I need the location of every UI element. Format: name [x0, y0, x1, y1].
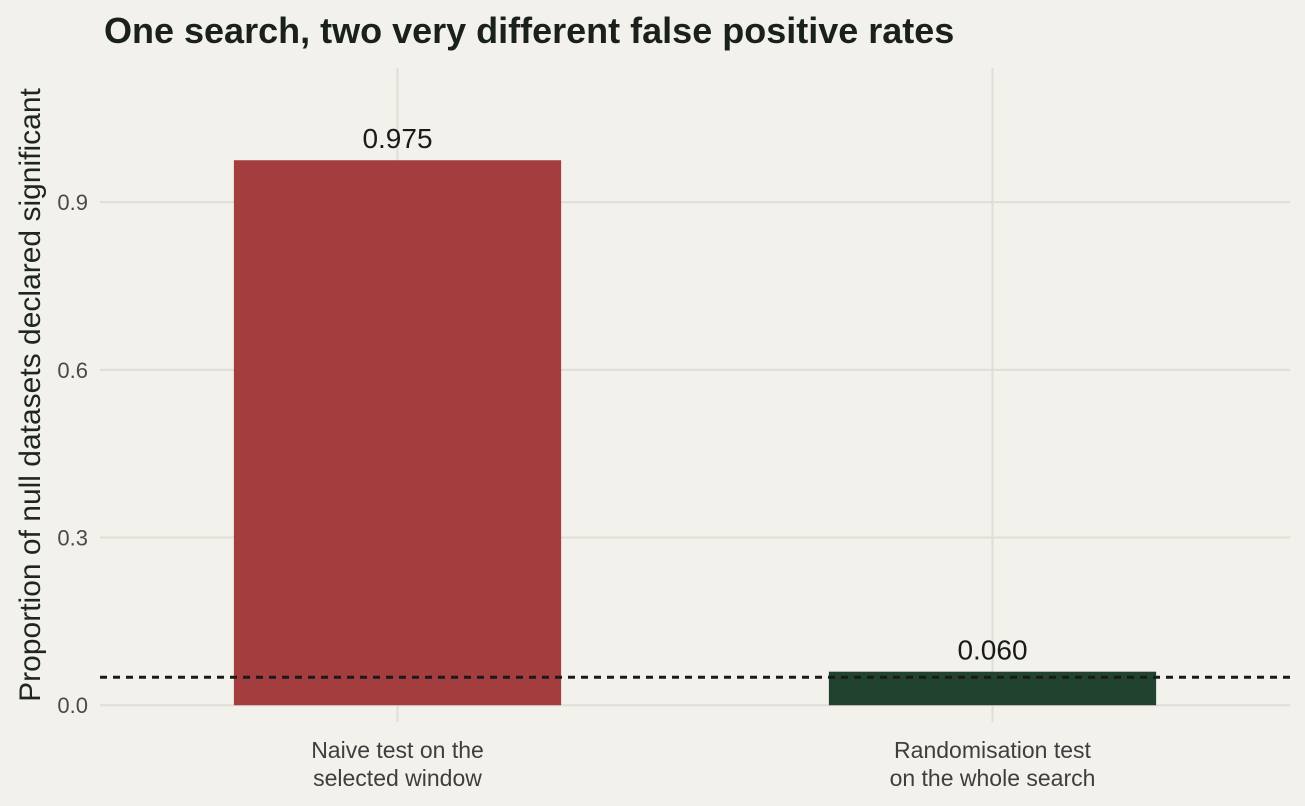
- bar: [233, 160, 562, 706]
- y-tick-label: 0.3: [57, 526, 88, 551]
- data-labels: 0.975 0.060: [362, 123, 1027, 665]
- x-tick-label: Randomisation test on the whole search: [890, 737, 1096, 791]
- y-tick-label: 0.6: [57, 358, 88, 383]
- x-tick-label: Naive test on the selected window: [311, 737, 484, 791]
- bars: [233, 160, 1157, 706]
- y-axis-label: Proportion of null datasets declared sig…: [14, 87, 47, 701]
- y-tick-label: 0.0: [57, 693, 88, 718]
- x-ticks: Naive test on the selected window Randomis…: [311, 737, 1095, 791]
- data-label: 0.060: [957, 635, 1027, 666]
- data-label: 0.975: [362, 123, 432, 154]
- y-tick-label: 0.9: [57, 190, 88, 215]
- chart-title: One search, two very different false pos…: [104, 10, 954, 51]
- y-ticks: 0.0 0.3 0.6 0.9: [57, 190, 88, 718]
